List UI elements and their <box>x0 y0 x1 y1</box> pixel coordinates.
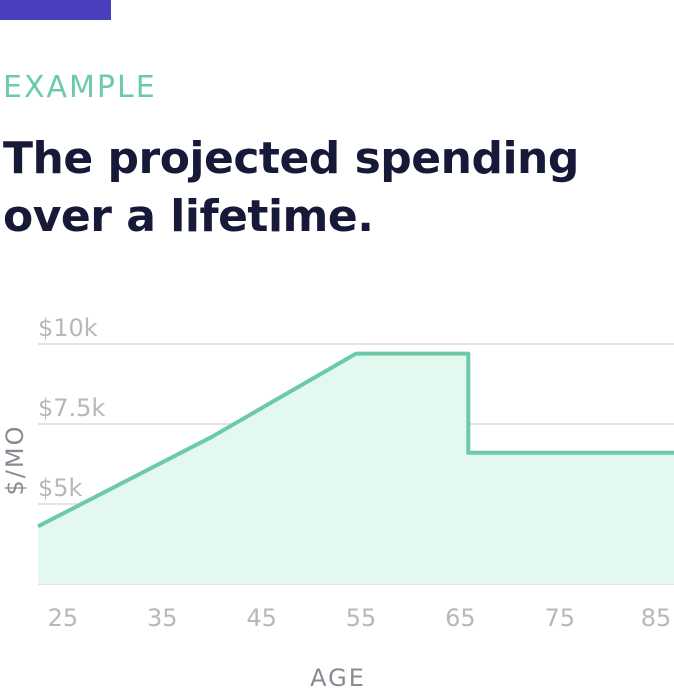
x-tick-label: 75 <box>544 604 575 632</box>
spending-line <box>37 351 674 529</box>
x-tick-label: 45 <box>246 604 277 632</box>
y-tick-label: $5k <box>38 474 83 502</box>
x-axis-ticks: 25 35 45 55 65 75 85 <box>48 604 672 632</box>
spending-chart: $5k $7.5k $10k 25 35 45 55 65 75 85 $/MO AGE <box>1 314 674 688</box>
page-title: The projected spending over a lifetime. <box>3 130 663 246</box>
x-tick-label: 35 <box>147 604 178 632</box>
x-tick-label: 25 <box>48 604 79 632</box>
x-axis-title: AGE <box>310 664 366 688</box>
y-axis-title: $/MO <box>1 425 29 496</box>
accent-bar <box>0 0 111 20</box>
x-tick-label: 65 <box>445 604 476 632</box>
x-tick-label: 55 <box>346 604 377 632</box>
eyebrow-label: EXAMPLE <box>3 70 157 105</box>
x-tick-label: 85 <box>641 604 672 632</box>
title-line-2: over a lifetime. <box>3 191 374 242</box>
y-tick-label: $10k <box>38 314 98 342</box>
title-line-1: The projected spending <box>3 133 579 184</box>
spending-area <box>38 353 674 584</box>
y-tick-label: $7.5k <box>38 394 105 422</box>
y-axis-ticks: $5k $7.5k $10k <box>38 314 105 502</box>
